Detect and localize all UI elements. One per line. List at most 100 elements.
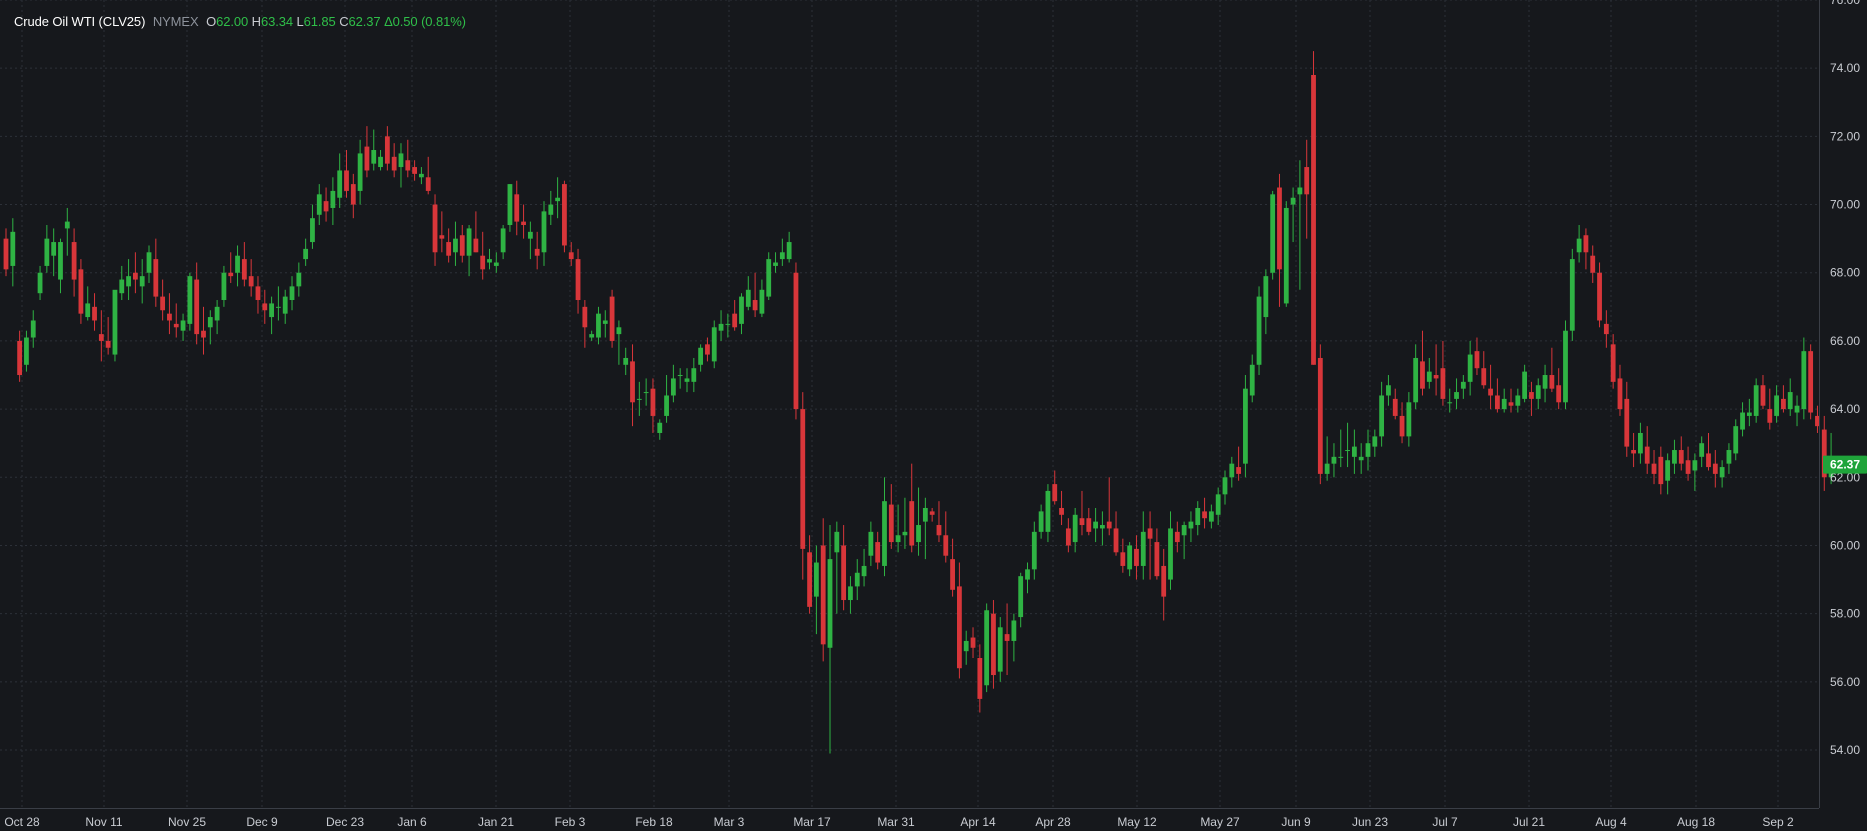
- candle[interactable]: [1004, 603, 1010, 676]
- candle[interactable]: [51, 228, 57, 277]
- candle[interactable]: [1011, 613, 1017, 662]
- candle[interactable]: [1549, 347, 1555, 393]
- candle[interactable]: [330, 177, 336, 226]
- candle[interactable]: [1529, 381, 1534, 416]
- candle[interactable]: [1821, 415, 1827, 491]
- candle[interactable]: [1297, 160, 1303, 290]
- candle[interactable]: [255, 276, 261, 314]
- candle[interactable]: [739, 293, 744, 335]
- candle[interactable]: [1249, 354, 1255, 403]
- candle[interactable]: [289, 276, 295, 311]
- candle[interactable]: [344, 150, 349, 198]
- candle[interactable]: [922, 497, 928, 560]
- candle[interactable]: [1481, 351, 1487, 389]
- candle[interactable]: [391, 143, 397, 178]
- candle[interactable]: [773, 252, 778, 273]
- candle[interactable]: [984, 603, 990, 693]
- candle[interactable]: [1317, 344, 1323, 485]
- candle[interactable]: [1236, 446, 1242, 481]
- candle[interactable]: [1215, 487, 1221, 526]
- candle[interactable]: [1038, 504, 1044, 539]
- candle[interactable]: [1576, 225, 1582, 263]
- candle[interactable]: [98, 310, 104, 362]
- candle[interactable]: [337, 153, 343, 208]
- candle[interactable]: [752, 272, 758, 318]
- candle[interactable]: [616, 320, 622, 365]
- candle[interactable]: [1413, 344, 1419, 410]
- candle[interactable]: [1719, 460, 1725, 488]
- candle[interactable]: [1508, 388, 1514, 413]
- candle[interactable]: [1358, 443, 1364, 474]
- candle[interactable]: [868, 521, 874, 566]
- candle[interactable]: [800, 392, 806, 580]
- candle[interactable]: [1624, 381, 1630, 457]
- candle[interactable]: [1610, 334, 1616, 389]
- candle[interactable]: [779, 238, 785, 266]
- candle[interactable]: [834, 521, 840, 614]
- candle[interactable]: [848, 576, 853, 614]
- candle[interactable]: [888, 484, 894, 549]
- candle[interactable]: [1147, 511, 1153, 580]
- candle[interactable]: [1433, 344, 1439, 396]
- candle[interactable]: [1617, 364, 1623, 416]
- candle[interactable]: [350, 173, 356, 219]
- candle[interactable]: [146, 245, 152, 283]
- candle[interactable]: [310, 204, 315, 249]
- candle[interactable]: [1590, 245, 1596, 283]
- candle[interactable]: [1100, 511, 1105, 546]
- candle[interactable]: [1733, 419, 1739, 461]
- candle[interactable]: [1052, 470, 1058, 505]
- candle[interactable]: [1597, 262, 1602, 328]
- candle[interactable]: [1345, 422, 1350, 468]
- candle[interactable]: [1583, 228, 1589, 270]
- candle[interactable]: [636, 381, 642, 416]
- candle[interactable]: [548, 190, 554, 226]
- candle[interactable]: [1174, 521, 1180, 553]
- candle[interactable]: [1746, 398, 1752, 427]
- candle[interactable]: [1031, 521, 1037, 580]
- candle[interactable]: [1338, 429, 1344, 468]
- candle[interactable]: [813, 545, 819, 635]
- candle[interactable]: [173, 303, 179, 338]
- candle[interactable]: [766, 252, 772, 301]
- candle[interactable]: [1059, 490, 1064, 526]
- candle[interactable]: [630, 344, 635, 427]
- candle[interactable]: [1685, 446, 1691, 481]
- candle[interactable]: [323, 187, 329, 222]
- candle[interactable]: [555, 177, 561, 219]
- candle[interactable]: [970, 627, 976, 658]
- candle[interactable]: [1229, 456, 1235, 488]
- candle[interactable]: [1781, 385, 1786, 413]
- candle[interactable]: [405, 139, 411, 178]
- candle[interactable]: [1025, 562, 1030, 594]
- candle[interactable]: [119, 265, 125, 301]
- candle[interactable]: [1494, 378, 1500, 413]
- candle[interactable]: [1535, 378, 1541, 410]
- candle[interactable]: [1399, 402, 1405, 444]
- candle[interactable]: [1106, 477, 1112, 536]
- candle[interactable]: [861, 548, 867, 587]
- candle[interactable]: [1440, 340, 1446, 406]
- candle[interactable]: [936, 501, 942, 543]
- candle[interactable]: [78, 259, 84, 324]
- candle[interactable]: [1542, 364, 1548, 403]
- candle[interactable]: [194, 262, 200, 345]
- candle[interactable]: [793, 262, 799, 420]
- candle[interactable]: [718, 310, 724, 341]
- candle[interactable]: [1304, 139, 1310, 239]
- candle[interactable]: [1243, 375, 1248, 478]
- candle[interactable]: [371, 129, 377, 171]
- candle[interactable]: [3, 228, 9, 277]
- candle[interactable]: [1774, 385, 1779, 423]
- candle[interactable]: [698, 344, 704, 372]
- candle[interactable]: [425, 156, 431, 195]
- candle[interactable]: [1065, 518, 1071, 553]
- candle[interactable]: [1644, 426, 1650, 474]
- candle[interactable]: [500, 225, 506, 260]
- candle[interactable]: [153, 238, 159, 307]
- candle[interactable]: [977, 644, 983, 713]
- candle[interactable]: [419, 167, 424, 185]
- candle[interactable]: [1113, 511, 1119, 556]
- candle[interactable]: [105, 317, 111, 355]
